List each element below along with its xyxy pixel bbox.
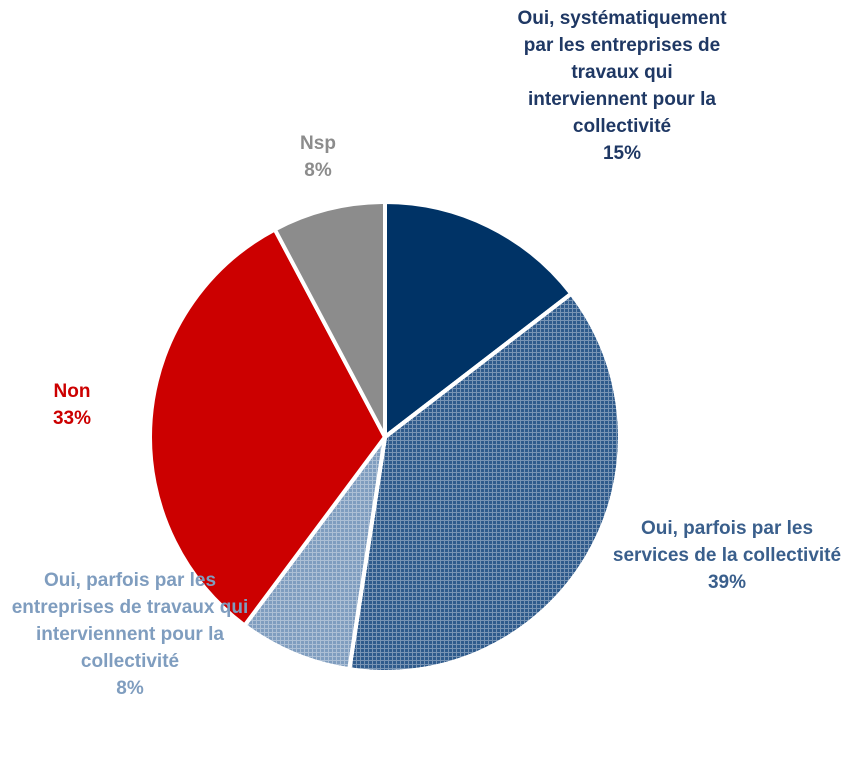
slice-label: Oui, parfois par les entreprises de trav…: [5, 567, 255, 702]
value-label: 33%: [52, 408, 92, 429]
category-label: Oui, parfois par les entreprises de trav…: [11, 570, 249, 672]
slice-label: Non 33%: [22, 378, 122, 432]
pie-slice: [272, 199, 387, 438]
slice-label: Nsp 8%: [268, 130, 368, 184]
slice-hatch: [241, 435, 387, 672]
value-label: 8%: [304, 160, 332, 181]
value-label: 8%: [116, 678, 144, 699]
slice-label: Oui, systématiquement par les entreprise…: [512, 5, 732, 167]
slice-hatch: [347, 290, 622, 674]
value-label: 15%: [602, 143, 642, 164]
category-label: Oui, systématiquement par les entreprise…: [517, 8, 727, 137]
category-label: Oui, parfois par les services de la coll…: [612, 518, 842, 566]
category-label: Non: [53, 381, 91, 402]
value-label: 39%: [707, 572, 747, 593]
category-label: Nsp: [300, 133, 336, 154]
pie-slice: [383, 199, 575, 442]
slice-label: Oui, parfois par les services de la coll…: [607, 515, 847, 596]
